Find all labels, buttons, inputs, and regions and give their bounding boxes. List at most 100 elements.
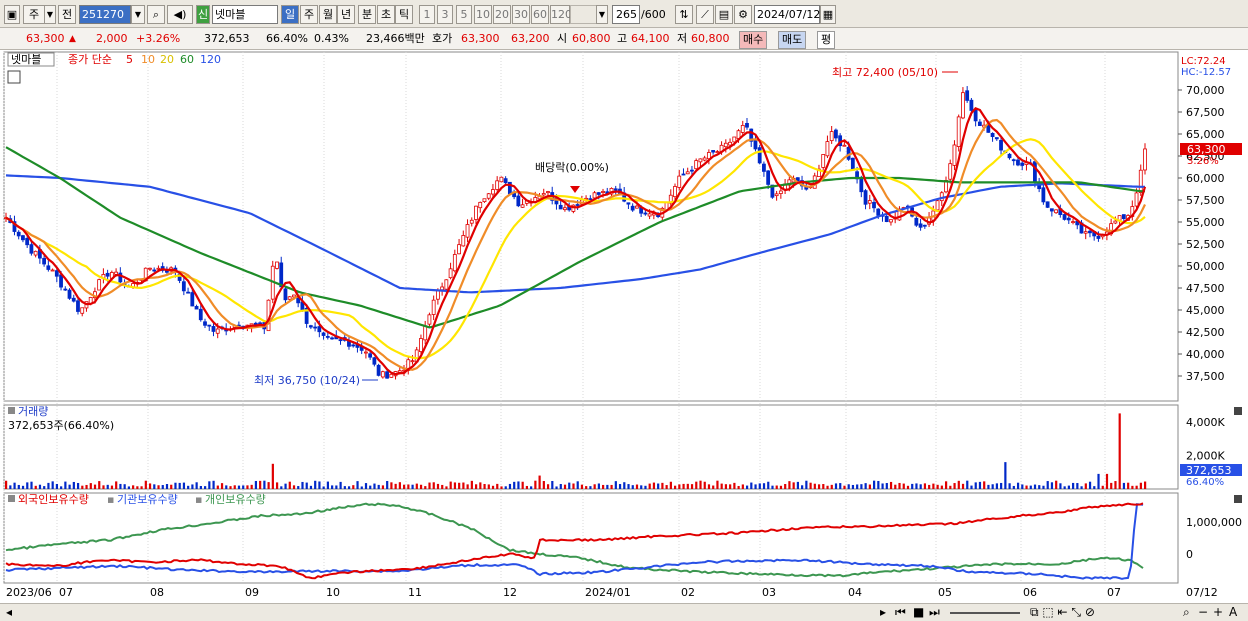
date-input[interactable]: 2024/07/12: [754, 5, 820, 24]
calendar-icon[interactable]: ▦: [820, 5, 836, 24]
period-button-3[interactable]: 년: [337, 5, 355, 24]
volume-panel-icon[interactable]: [8, 407, 15, 414]
search-icon[interactable]: ⌕: [147, 5, 165, 24]
volume-bar: [462, 482, 465, 489]
interval-button-6[interactable]: 60: [531, 5, 549, 24]
code-dropdown-icon[interactable]: ▼: [131, 5, 145, 24]
interval-button-3[interactable]: 10: [474, 5, 492, 24]
tool-icons[interactable]: ⧉ ⬚ ⇤ ⤡ ⊘: [1030, 605, 1095, 619]
candle-body: [1138, 169, 1143, 193]
volume-bar: [144, 480, 147, 489]
stock-badge: 신: [196, 5, 210, 24]
scroll-bar[interactable]: ◂ ▸ ⏮ ■ ⏭ ⧉ ⬚ ⇤ ⤡ ⊘ ⌕ − + A: [0, 603, 1248, 621]
volume-bar: [674, 485, 677, 489]
buy-button[interactable]: 매수: [739, 31, 768, 49]
draw-tool-icon[interactable]: ⟋: [696, 5, 714, 24]
dividend-annotation: 배당락(0.00%): [535, 161, 609, 174]
interval-button-0[interactable]: 1: [419, 5, 435, 24]
hc-label: HC:-12.57: [1181, 67, 1231, 78]
volume-bar: [750, 482, 753, 489]
volume-bar: [513, 481, 516, 489]
count-input[interactable]: 265: [612, 5, 640, 24]
x-axis-label: 02: [681, 586, 695, 599]
chart-area[interactable]: 70,000 67,500 65,000 62,500 60,000 57,500 55,0…: [0, 50, 1248, 603]
stock-code-input[interactable]: 251270: [79, 5, 131, 24]
window-icon[interactable]: ▣: [4, 5, 20, 24]
candle-body: [474, 205, 478, 220]
volume-bar: [847, 484, 850, 489]
candle-body: [596, 192, 601, 195]
interval-button-2[interactable]: 5: [456, 5, 472, 24]
interval-button-7[interactable]: 120: [550, 5, 572, 24]
volume-bar: [940, 485, 943, 489]
volume-bar: [699, 480, 702, 489]
scroll-right-icon[interactable]: ▸: [880, 605, 887, 619]
stop-icon[interactable]: ■: [913, 605, 925, 619]
volume-bar: [877, 480, 880, 489]
candle-body: [956, 116, 961, 147]
blank-dropdown-icon[interactable]: ▼: [596, 5, 608, 24]
open-price: 60,800: [572, 32, 611, 45]
scroll-left-icon[interactable]: ◂: [6, 605, 13, 619]
candle-body: [723, 142, 728, 148]
rewind-icon[interactable]: ⏮: [895, 605, 906, 619]
candle-body: [71, 297, 76, 302]
period-button-5[interactable]: 초: [377, 5, 395, 24]
volume-bar: [449, 481, 452, 489]
candle-body: [410, 360, 415, 363]
zoom-in-icon[interactable]: +: [1213, 605, 1224, 619]
holding-panel-icon[interactable]: [8, 495, 15, 502]
candle-body: [952, 144, 957, 166]
volume-bar: [961, 483, 965, 489]
table-icon[interactable]: [7, 70, 21, 84]
candle-body: [105, 272, 110, 277]
candle-body: [118, 272, 123, 283]
ma-legend-10: 10: [141, 53, 155, 66]
stock-tag-box[interactable]: [7, 52, 55, 67]
volume-bar: [923, 483, 927, 489]
zoom-icon[interactable]: ⌕: [1183, 605, 1190, 619]
volume-bar: [1122, 482, 1126, 489]
holding-close-icon[interactable]: [1234, 495, 1242, 503]
zoom-slider[interactable]: [950, 612, 1020, 614]
volume-bar: [390, 482, 393, 489]
volume-bar: [174, 482, 177, 489]
interval-button-4[interactable]: 20: [493, 5, 511, 24]
period-button-1[interactable]: 주: [300, 5, 318, 24]
candle-body: [965, 90, 970, 101]
volume-bar: [915, 483, 918, 489]
volume-bar: [288, 481, 291, 489]
period-button-2[interactable]: 월: [319, 5, 337, 24]
volume-bar: [775, 485, 778, 489]
individual-holding-line: [5, 502, 1144, 578]
volume-bar: [792, 482, 795, 489]
volume-bar: [72, 481, 75, 489]
forward-icon[interactable]: ⏭: [929, 605, 940, 619]
volume-bar: [788, 481, 791, 489]
prev-button[interactable]: 전: [58, 5, 76, 24]
candle-body: [766, 170, 771, 185]
chart-type-icon[interactable]: ⇅: [675, 5, 693, 24]
change-percent: +3.26%: [136, 32, 181, 45]
chart-canvas[interactable]: 70,00067,50065,00062,50060,00057,50055,0…: [0, 50, 1248, 603]
period-button-6[interactable]: 틱: [395, 5, 413, 24]
candle-body: [440, 286, 445, 291]
speaker-icon[interactable]: ◀): [167, 5, 193, 24]
period-button-0[interactable]: 일: [281, 5, 299, 24]
volume-bar: [745, 485, 749, 489]
gear-icon[interactable]: ⚙: [734, 5, 752, 24]
market-dropdown-icon[interactable]: ▼: [44, 5, 56, 24]
text-size-icon[interactable]: A: [1229, 605, 1238, 619]
stock-name-field[interactable]: 넷마블: [212, 5, 278, 24]
interval-button-5[interactable]: 30: [512, 5, 530, 24]
save-icon[interactable]: ▤: [715, 5, 733, 24]
zoom-out-icon[interactable]: −: [1198, 605, 1209, 619]
volume-close-icon[interactable]: [1234, 407, 1242, 415]
market-select[interactable]: 주: [23, 5, 45, 24]
volume-bar: [796, 481, 799, 489]
sell-button[interactable]: 매도: [778, 31, 807, 49]
interval-button-1[interactable]: 3: [437, 5, 453, 24]
candle-body: [482, 198, 487, 203]
period-button-4[interactable]: 분: [358, 5, 376, 24]
eval-button[interactable]: 평: [817, 31, 836, 49]
